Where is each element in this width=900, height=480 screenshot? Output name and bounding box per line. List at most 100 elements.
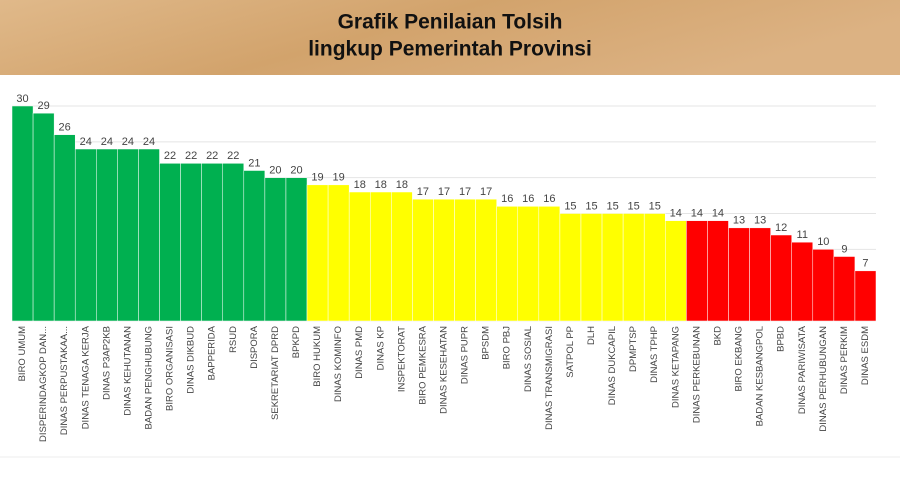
x-tick-label: BIRO ORGANISASI bbox=[165, 326, 176, 411]
value-label: 29 bbox=[37, 100, 49, 112]
x-tick-label: BPSDM bbox=[481, 326, 492, 360]
x-tick-label: BKD bbox=[712, 326, 723, 346]
x-tick-label: DINAS PERPUSTAKAA... bbox=[59, 326, 70, 435]
value-label: 19 bbox=[333, 172, 345, 184]
bar bbox=[833, 256, 856, 322]
bar bbox=[222, 163, 245, 322]
value-label: 24 bbox=[80, 136, 92, 148]
x-tick-label: DINAS KEHUTANAN bbox=[122, 326, 133, 416]
x-tick-label: INSPEKTORAT bbox=[396, 326, 407, 392]
x-tick-label: DINAS PERKEBUNAN bbox=[691, 326, 702, 423]
bar bbox=[53, 134, 76, 322]
value-label: 15 bbox=[585, 200, 597, 212]
bar bbox=[264, 177, 287, 322]
value-label: 9 bbox=[841, 243, 847, 255]
value-label: 10 bbox=[817, 236, 829, 248]
bar bbox=[622, 213, 645, 322]
value-label: 18 bbox=[396, 179, 408, 191]
x-tick-label: DINAS PUPR bbox=[460, 326, 471, 384]
x-tick-label: BADAN PENGHUBUNG bbox=[143, 326, 154, 429]
bar bbox=[391, 191, 413, 322]
value-label: 22 bbox=[227, 150, 239, 162]
value-label: 24 bbox=[143, 136, 155, 148]
bar bbox=[32, 112, 55, 322]
bar bbox=[770, 234, 792, 322]
bar bbox=[728, 227, 750, 322]
value-label: 19 bbox=[311, 172, 323, 184]
header-banner bbox=[0, 0, 900, 75]
value-label: 17 bbox=[459, 186, 471, 198]
value-label: 11 bbox=[797, 229, 808, 241]
bar bbox=[433, 198, 455, 322]
value-label: 20 bbox=[290, 165, 302, 177]
bar bbox=[369, 191, 392, 322]
value-label: 22 bbox=[164, 150, 176, 162]
x-tick-label: DINAS TPHP bbox=[649, 326, 660, 383]
x-tick-label: DINAS PERHUBUNGAN bbox=[818, 326, 829, 432]
bar bbox=[791, 241, 814, 322]
value-label: 24 bbox=[101, 136, 113, 148]
value-label: 17 bbox=[480, 186, 492, 198]
x-tick-label: BADAN KESBANGPOL bbox=[755, 326, 766, 426]
x-tick-label: BPKPD bbox=[291, 326, 302, 358]
value-label: 15 bbox=[649, 200, 661, 212]
bar bbox=[306, 184, 329, 322]
value-label: 26 bbox=[59, 122, 71, 134]
bar bbox=[348, 191, 371, 322]
value-label: 22 bbox=[206, 150, 218, 162]
value-label: 15 bbox=[564, 200, 576, 212]
value-label: 14 bbox=[670, 208, 682, 220]
x-tick-label: DINAS PARIWISATA bbox=[797, 325, 808, 414]
x-tick-label: BPBD bbox=[776, 326, 787, 352]
value-label: 17 bbox=[417, 186, 429, 198]
bar bbox=[96, 148, 118, 322]
value-label: 24 bbox=[122, 136, 134, 148]
bar bbox=[496, 206, 519, 322]
x-tick-label: DINAS TRANSMIGRASI bbox=[544, 326, 555, 430]
x-tick-label: DISPORA bbox=[249, 325, 260, 368]
bar bbox=[749, 227, 771, 322]
x-tick-label: SEKRETARIAT DPRD bbox=[270, 326, 281, 420]
value-label: 30 bbox=[16, 93, 28, 105]
bar bbox=[707, 220, 729, 322]
x-tick-label: DINAS TENAGA KERJA bbox=[80, 325, 91, 429]
value-label: 18 bbox=[354, 179, 366, 191]
value-label: 15 bbox=[628, 200, 640, 212]
x-tick-label: DINAS PERKIM bbox=[839, 326, 850, 394]
x-tick-label: DINAS P3AP2KB bbox=[101, 326, 112, 400]
bar bbox=[559, 213, 582, 322]
x-tick-label: DLH bbox=[586, 326, 597, 345]
bar bbox=[138, 148, 160, 322]
bar bbox=[812, 249, 835, 322]
bar bbox=[201, 163, 223, 322]
bar bbox=[601, 213, 624, 322]
bar bbox=[74, 148, 97, 322]
bar bbox=[686, 220, 708, 322]
bar bbox=[180, 163, 202, 322]
bar bbox=[412, 198, 434, 322]
value-label: 13 bbox=[733, 215, 745, 227]
x-tick-label: DINAS DIKBUD bbox=[186, 326, 197, 394]
x-tick-label: DPMPTSP bbox=[628, 326, 639, 372]
x-tick-label: RSUD bbox=[228, 326, 239, 353]
bar bbox=[327, 184, 350, 322]
bar bbox=[117, 148, 139, 322]
value-label: 20 bbox=[269, 165, 281, 177]
x-tick-label: BAPPERIDA bbox=[207, 325, 218, 380]
bar bbox=[243, 170, 266, 322]
x-tick-label: DINAS KP bbox=[375, 326, 386, 370]
x-tick-label: DINAS KETAPANG bbox=[670, 326, 681, 408]
value-label: 22 bbox=[185, 150, 197, 162]
bar bbox=[517, 206, 540, 322]
value-label: 13 bbox=[754, 215, 766, 227]
value-label: 18 bbox=[375, 179, 387, 191]
x-tick-label: DINAS KOMINFO bbox=[333, 326, 344, 402]
x-tick-label: SATPOL PP bbox=[565, 326, 576, 378]
bar bbox=[454, 198, 476, 322]
bar bbox=[285, 177, 308, 322]
x-tick-label: BIRO PBJ bbox=[502, 326, 513, 370]
x-tick-label: DISPERINDAGKOP DAN... bbox=[38, 326, 49, 442]
value-label: 16 bbox=[522, 193, 534, 205]
x-tick-label: DINAS DUKCAPIL bbox=[607, 326, 618, 405]
value-label: 21 bbox=[248, 157, 260, 169]
